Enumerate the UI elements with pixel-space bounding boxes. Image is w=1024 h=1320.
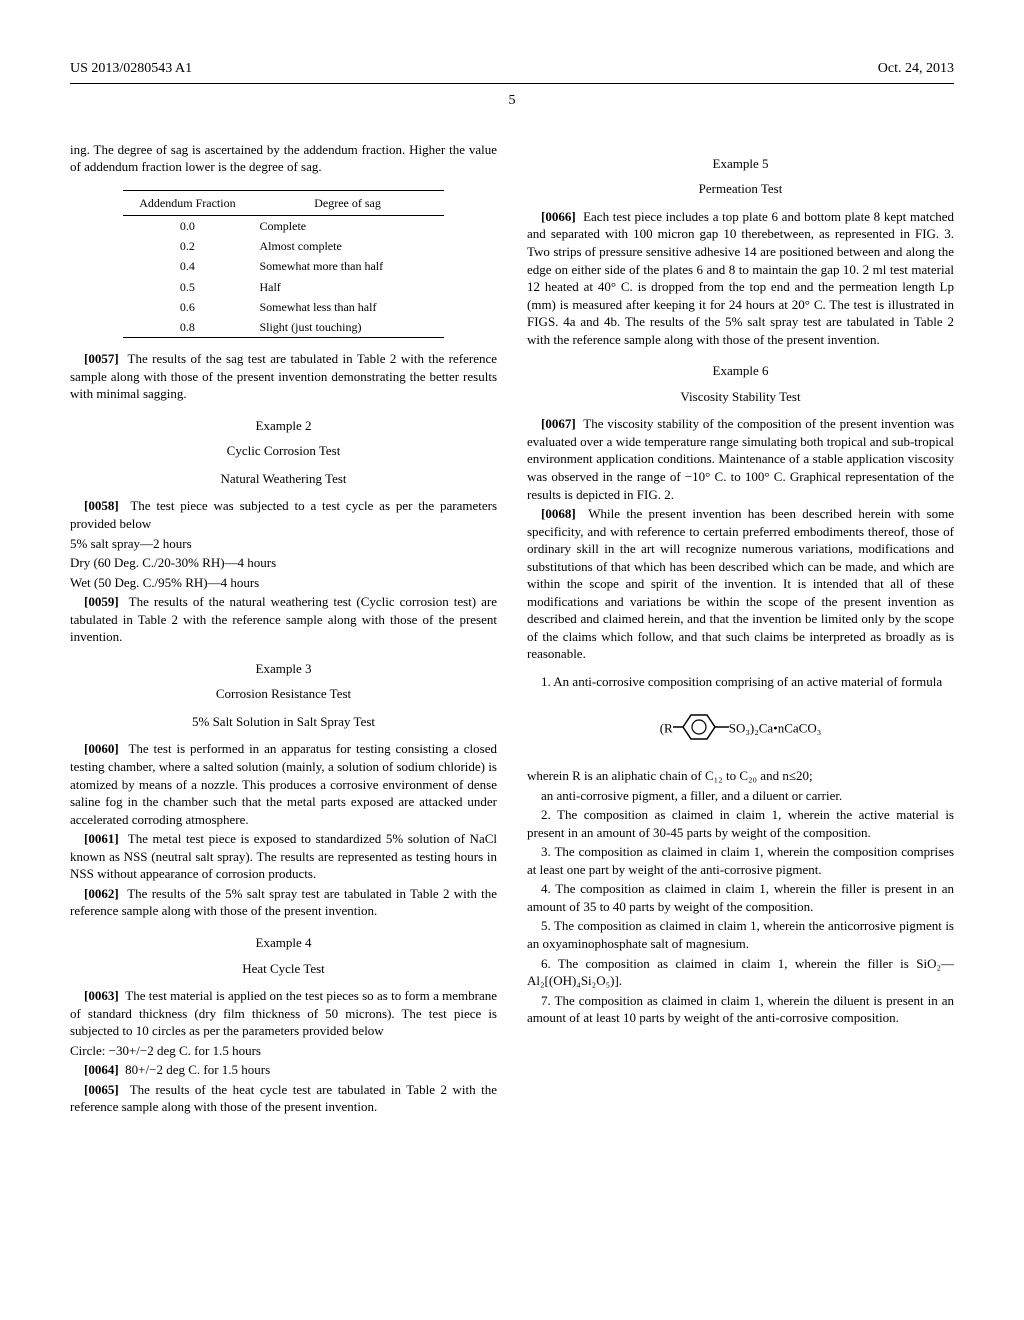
- paragraph-0061: [0061] The metal test piece is exposed t…: [70, 830, 497, 883]
- test-line: Wet (50 Deg. C./95% RH)—4 hours: [70, 574, 497, 592]
- para-num: [0063]: [84, 988, 119, 1003]
- table-header: Addendum Fraction: [123, 190, 251, 215]
- para-num: [0066]: [541, 209, 576, 224]
- patent-page: US 2013/0280543 A1 Oct. 24, 2013 5 ing. …: [0, 0, 1024, 1158]
- example-subtitle: Heat Cycle Test: [70, 960, 497, 978]
- table-row: 0.6Somewhat less than half: [123, 297, 443, 317]
- para-num: [0068]: [541, 506, 576, 521]
- table-cell: 0.6: [123, 297, 251, 317]
- para-text: The results of the sag test are tabulate…: [70, 351, 497, 401]
- claim-5: 5. The composition as claimed in claim 1…: [527, 917, 954, 952]
- table-cell: Complete: [251, 216, 443, 237]
- table-cell: Slight (just touching): [251, 317, 443, 338]
- table-cell: 0.5: [123, 277, 251, 297]
- para-text: 80+/−2 deg C. for 1.5 hours: [125, 1062, 270, 1077]
- para-num: [0059]: [84, 594, 119, 609]
- test-line: 5% salt spray—2 hours: [70, 535, 497, 553]
- claim-1-components: an anti-corrosive pigment, a filler, and…: [527, 787, 954, 805]
- table-header: Degree of sag: [251, 190, 443, 215]
- left-column: ing. The degree of sag is ascertained by…: [70, 141, 497, 1118]
- table-cell: Somewhat more than half: [251, 256, 443, 276]
- formula-left: (R: [660, 720, 673, 735]
- example-subtitle: Natural Weathering Test: [70, 470, 497, 488]
- paragraph-0068: [0068] While the present invention has b…: [527, 505, 954, 663]
- para-text: The test material is applied on the test…: [70, 988, 497, 1038]
- para-num: [0057]: [84, 351, 119, 366]
- publication-number: US 2013/0280543 A1: [70, 60, 192, 79]
- para-num: [0065]: [84, 1082, 119, 1097]
- para-text: Each test piece includes a top plate 6 a…: [527, 209, 954, 347]
- formula-right: SO₃)₂Ca•nCaCO₃: [729, 720, 822, 735]
- para-num: [0067]: [541, 416, 576, 431]
- claim-6: 6. The composition as claimed in claim 1…: [527, 955, 954, 990]
- benzene-ring-icon: [673, 709, 729, 750]
- chemical-formula: (R SO₃)₂Ca•nCaCO₃: [527, 709, 954, 750]
- table-cell: 0.2: [123, 236, 251, 256]
- table-row: 0.8Slight (just touching): [123, 317, 443, 338]
- test-line: Circle: −30+/−2 deg C. for 1.5 hours: [70, 1042, 497, 1060]
- paragraph-0057: [0057] The results of the sag test are t…: [70, 350, 497, 403]
- example-subtitle: 5% Salt Solution in Salt Spray Test: [70, 713, 497, 731]
- para-num: [0060]: [84, 741, 119, 756]
- paragraph-0058: [0058] The test piece was subjected to a…: [70, 497, 497, 532]
- para-num: [0058]: [84, 498, 119, 513]
- para-text: The results of the heat cycle test are t…: [70, 1082, 497, 1115]
- table-row: 0.5Half: [123, 277, 443, 297]
- para-text: While the present invention has been des…: [527, 506, 954, 661]
- paragraph-0063: [0063] The test material is applied on t…: [70, 987, 497, 1040]
- para-text: The test piece was subjected to a test c…: [70, 498, 497, 531]
- para-text: The results of the 5% salt spray test ar…: [70, 886, 497, 919]
- page-header: US 2013/0280543 A1 Oct. 24, 2013: [70, 60, 954, 84]
- paragraph-0064: [0064] 80+/−2 deg C. for 1.5 hours: [70, 1061, 497, 1079]
- para-text: The test is performed in an apparatus fo…: [70, 741, 497, 826]
- example-subtitle: Cyclic Corrosion Test: [70, 442, 497, 460]
- paragraph-0066: [0066] Each test piece includes a top pl…: [527, 208, 954, 348]
- claim-2: 2. The composition as claimed in claim 1…: [527, 806, 954, 841]
- claim-1-wherein: wherein R is an aliphatic chain of C₁₂ t…: [527, 767, 954, 785]
- example-heading: Example 6: [527, 362, 954, 380]
- two-column-layout: ing. The degree of sag is ascertained by…: [70, 141, 954, 1118]
- example-heading: Example 3: [70, 660, 497, 678]
- paragraph-0059: [0059] The results of the natural weathe…: [70, 593, 497, 646]
- sag-table: Addendum Fraction Degree of sag 0.0Compl…: [123, 190, 443, 338]
- example-heading: Example 4: [70, 934, 497, 952]
- intro-text: ing. The degree of sag is ascertained by…: [70, 141, 497, 176]
- example-heading: Example 2: [70, 417, 497, 435]
- para-num: [0062]: [84, 886, 119, 901]
- table-cell: 0.8: [123, 317, 251, 338]
- paragraph-0062: [0062] The results of the 5% salt spray …: [70, 885, 497, 920]
- claim-1-intro: 1. An anti-corrosive composition compris…: [527, 673, 954, 691]
- example-subtitle: Permeation Test: [527, 180, 954, 198]
- example-heading: Example 5: [527, 155, 954, 173]
- test-line: Dry (60 Deg. C./20-30% RH)—4 hours: [70, 554, 497, 572]
- table-cell: 0.0: [123, 216, 251, 237]
- claim-4: 4. The composition as claimed in claim 1…: [527, 880, 954, 915]
- example-subtitle: Corrosion Resistance Test: [70, 685, 497, 703]
- table-cell: Somewhat less than half: [251, 297, 443, 317]
- paragraph-0065: [0065] The results of the heat cycle tes…: [70, 1081, 497, 1116]
- table-row: 0.0Complete: [123, 216, 443, 237]
- para-text: The metal test piece is exposed to stand…: [70, 831, 497, 881]
- para-text: The viscosity stability of the compositi…: [527, 416, 954, 501]
- table-cell: 0.4: [123, 256, 251, 276]
- paragraph-0060: [0060] The test is performed in an appar…: [70, 740, 497, 828]
- table-row: 0.2Almost complete: [123, 236, 443, 256]
- right-column: Example 5 Permeation Test [0066] Each te…: [527, 141, 954, 1118]
- para-num: [0061]: [84, 831, 119, 846]
- claim-7: 7. The composition as claimed in claim 1…: [527, 992, 954, 1027]
- para-text: The results of the natural weathering te…: [70, 594, 497, 644]
- para-num: [0064]: [84, 1062, 119, 1077]
- publication-date: Oct. 24, 2013: [878, 60, 954, 79]
- table-cell: Almost complete: [251, 236, 443, 256]
- page-number: 5: [70, 92, 954, 111]
- table-cell: Half: [251, 277, 443, 297]
- example-subtitle: Viscosity Stability Test: [527, 388, 954, 406]
- claim-3: 3. The composition as claimed in claim 1…: [527, 843, 954, 878]
- table-row: 0.4Somewhat more than half: [123, 256, 443, 276]
- paragraph-0067: [0067] The viscosity stability of the co…: [527, 415, 954, 503]
